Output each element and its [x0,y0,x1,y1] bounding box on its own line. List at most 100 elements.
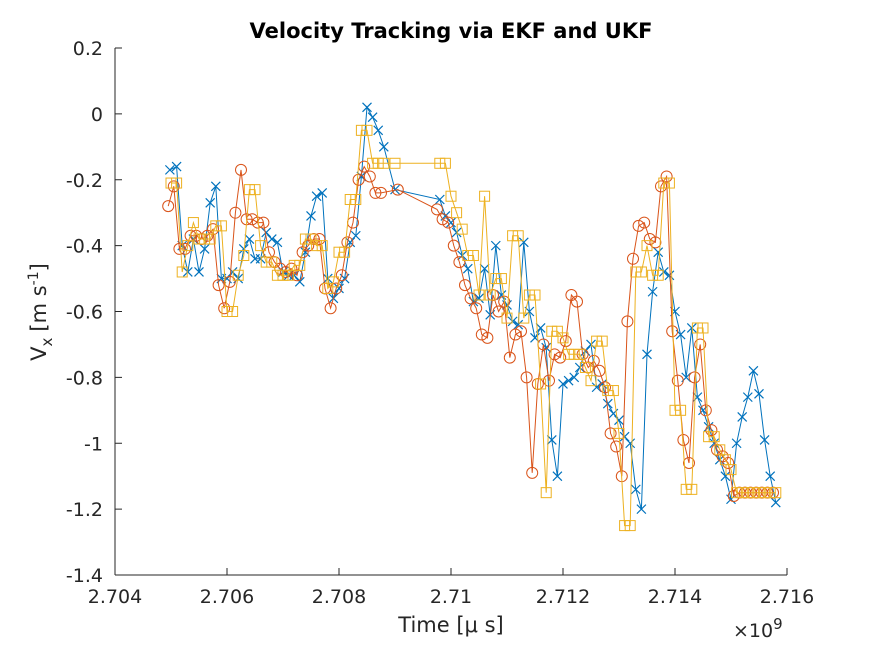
y-tick-label: -0.6 [66,302,103,324]
data-point-cross [552,471,563,482]
data-point-square [193,233,205,245]
data-point-cross [513,319,524,330]
data-point-square [697,322,709,334]
data-point-square [187,217,199,229]
data-point-square [540,487,552,499]
data-point-cross [737,411,748,422]
data-point-square [445,190,457,202]
data-point-circle [223,275,236,288]
data-point-cross [334,283,344,294]
data-point-circle [431,203,443,216]
data-point-square [630,266,642,278]
data-point-circle [229,206,242,219]
data-point-square [266,256,278,268]
data-point-square [658,177,670,189]
x-tick-label: 2.706 [200,586,254,608]
data-point-cross [457,250,468,261]
data-point-square [165,177,177,189]
data-point-square [518,312,530,324]
data-point-circle [643,233,656,246]
data-point-circle [627,252,639,265]
data-point-cross [261,227,272,238]
data-point-square [333,246,345,258]
data-point-square [288,259,300,271]
data-point-cross [586,339,596,350]
data-point-square [641,240,653,252]
data-point-square [361,124,373,136]
data-point-square [255,240,267,252]
data-point-cross [451,227,462,238]
data-point-circle [509,328,522,341]
y-tick-label: -1.2 [66,499,103,521]
data-point-cross [731,438,742,449]
data-point-square [462,250,474,262]
data-point-circle [666,325,679,338]
data-point-cross [647,286,658,297]
data-point-square [227,306,239,317]
data-point-circle [587,354,600,367]
y-axis-label: Vx [m s-1] [26,263,56,361]
data-point-square [535,378,547,390]
data-point-circle [218,302,231,315]
data-point-square [753,487,765,499]
data-point-circle [492,305,505,318]
data-point-circle [638,216,651,229]
data-point-square [378,157,390,169]
data-point-square [770,487,782,499]
data-point-cross [686,323,697,333]
data-point-square [731,487,743,499]
data-point-square [507,230,519,242]
data-point-square [703,431,715,443]
data-point-circle [330,282,343,295]
data-point-circle [235,163,247,176]
y-axis-label-subscript: x [38,337,56,346]
data-point-square [647,269,659,281]
data-point-cross [378,141,389,152]
data-point-square [529,289,541,301]
data-point-square [557,332,569,344]
data-point-square [652,269,664,281]
data-point-cross [350,230,361,241]
data-point-square [512,230,524,242]
data-point-circle [442,216,455,229]
data-point-circle [604,427,617,440]
chart-title: Velocity Tracking via EKF and UKF [250,19,653,43]
data-point-cross [362,102,372,113]
y-axis-label-units-close: ] [27,263,51,271]
data-point-circle [526,466,539,479]
data-point-circle [453,256,466,269]
data-point-circle [464,292,477,305]
data-point-square [479,190,491,202]
x-ticks: 2.704 2.706 2.708 2.71 2.712 2.714 2.716 [88,568,814,608]
data-point-circle [179,242,191,255]
data-point-cross [306,211,316,221]
data-point-circle [212,279,225,292]
data-point-cross [614,415,624,426]
data-point-square [344,194,356,206]
data-point-square [725,464,737,476]
data-point-square [389,157,401,169]
y-tick-label: 0 [91,104,103,126]
data-point-cross [434,194,445,205]
data-point-square [563,348,575,360]
data-point-square [686,483,698,495]
data-point-square [171,177,183,189]
x-tick-label: 2.704 [88,586,142,608]
data-point-square [434,157,446,169]
data-point-cross [171,161,182,172]
y-ticks: -1.4 -1.2 -1 -0.8 -0.6 -0.4 -0.2 0 0.2 [66,38,122,587]
data-point-cross [748,365,759,376]
data-point-square [372,157,384,169]
data-point-square [714,444,726,456]
data-point-circle [503,351,516,364]
data-point-square [305,233,317,245]
data-point-circle [571,295,583,308]
data-point-cross [664,270,675,281]
data-point-square [708,431,720,443]
data-point-circle [621,315,634,328]
y-tick-label: -0.8 [66,367,103,389]
data-point-circle [167,180,180,193]
data-point-circle [352,173,365,186]
data-point-circle [649,236,662,249]
data-point-square [439,157,451,169]
